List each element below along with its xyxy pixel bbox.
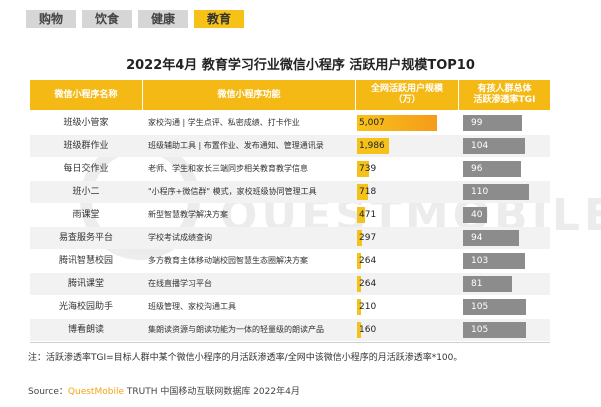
tgi-value: 105: [471, 325, 489, 335]
app-function: "小程序+微信群" 模式，家校班级协同管理工具: [148, 187, 317, 196]
app-name: 腾讯课堂: [67, 279, 104, 289]
users-bar: [357, 299, 361, 315]
users-bar: [357, 322, 361, 338]
users-bar: [357, 184, 369, 200]
tgi-value: 110: [471, 187, 489, 197]
app-name: 腾讯智慧校园: [58, 256, 113, 266]
table-bottom-divider: [30, 342, 550, 343]
users-bar: [357, 161, 369, 177]
app-function: 老师、学生和家长三端同步相关教育教学信息: [148, 164, 308, 173]
table-row: 腾讯智慧校园 多方教育主体移动端校园智慧生态圈解决方案: [30, 250, 550, 272]
header-name: 微信小程序名称: [30, 80, 142, 110]
source-brand: QuestMobile: [67, 387, 124, 397]
table-row: 易查服务平台 学校考试成绩查询: [30, 227, 550, 249]
tab-3[interactable]: 教育: [194, 10, 244, 28]
tab-0[interactable]: 购物: [26, 10, 76, 28]
app-function: 班级管理、家校沟通工具: [148, 302, 236, 311]
tgi-bar: [463, 115, 523, 131]
app-name: 每日交作业: [63, 164, 109, 174]
users-value: 160: [359, 325, 377, 335]
source-line: Source：QuestMobile TRUTH 中国移动互联网数据库 2022…: [28, 384, 300, 397]
tgi-value: 105: [471, 302, 489, 312]
users-value: 718: [359, 187, 377, 197]
tgi-value: 94: [471, 233, 483, 243]
app-name: 雨课堂: [72, 210, 100, 220]
tgi-bar: [463, 230, 520, 246]
category-tabs: 购物 饮食 健康 教育: [26, 10, 244, 28]
app-function: 学校考试成绩查询: [148, 233, 212, 242]
users-value: 5,007: [359, 118, 385, 128]
users-value: 264: [359, 279, 377, 289]
tgi-bar: [463, 184, 529, 200]
header-users: 全网活跃用户规模 （万）: [356, 80, 458, 110]
app-function: 集朗读资源与朗读功能为一体的轻量级的朗读产品: [148, 325, 324, 334]
chart-title: 2022年4月 教育学习行业微信小程序 活跃用户规模TOP10: [126, 58, 475, 73]
users-value: 210: [359, 302, 377, 312]
tgi-bar: [463, 276, 512, 292]
app-name: 班级小管家: [63, 118, 109, 128]
tab-2[interactable]: 健康: [138, 10, 188, 28]
app-name: 班级群作业: [63, 141, 109, 151]
users-value: 471: [359, 210, 377, 220]
users-value: 739: [359, 164, 377, 174]
users-value: 264: [359, 256, 377, 266]
tgi-value: 40: [471, 210, 483, 220]
header-func: 微信小程序功能: [143, 80, 355, 110]
users-bar: [357, 138, 389, 154]
users-bar: [357, 253, 362, 269]
tgi-value: 99: [471, 118, 483, 128]
footnote: 注：活跃渗透率TGI=目标人群中某个微信小程序的月活跃渗透率/全网中该微信小程序…: [28, 353, 463, 363]
tgi-value: 104: [471, 141, 489, 151]
tgi-bar: [463, 161, 521, 177]
users-bar: [357, 115, 437, 131]
table-row: 班级群作业 班级辅助工具 | 布置作业、发布通知、管理通讯录: [30, 135, 550, 157]
tgi-value: 96: [471, 164, 483, 174]
tgi-value: 81: [471, 279, 483, 289]
table-row: 每日交作业 老师、学生和家长三端同步相关教育教学信息: [30, 158, 550, 180]
tab-1[interactable]: 饮食: [82, 10, 132, 28]
app-function: 家校沟通 | 学生点评、私密成绩、打卡作业: [148, 118, 300, 127]
header-tgi: 有孩人群总体 活跃渗透率TGI: [459, 80, 550, 110]
app-name: 光海校园助手: [58, 302, 113, 312]
table-row: 班级小管家 家校沟通 | 学生点评、私密成绩、打卡作业: [30, 112, 550, 134]
users-value: 1,986: [359, 141, 385, 151]
app-function: 多方教育主体移动端校园智慧生态圈解决方案: [148, 256, 308, 265]
users-value: 297: [359, 233, 377, 243]
users-bar: [357, 230, 362, 246]
table-row: 光海校园助手 班级管理、家校沟通工具: [30, 296, 550, 318]
app-name: 易查服务平台: [58, 233, 113, 243]
table-row: 腾讯课堂 在线直播学习平台: [30, 273, 550, 295]
tgi-bar: [463, 253, 525, 269]
source-prefix: Source：: [28, 387, 68, 397]
table-row: 班小二 "小程序+微信群" 模式，家校班级协同管理工具: [30, 181, 550, 203]
tgi-bar: [463, 322, 526, 338]
app-function: 新型智慧教学解决方案: [148, 210, 228, 219]
tgi-bar: [463, 207, 487, 223]
source-suffix: TRUTH 中国移动互联网数据库 2022年4月: [124, 387, 300, 397]
app-function: 在线直播学习平台: [148, 279, 212, 288]
app-function: 班级辅助工具 | 布置作业、发布通知、管理通讯录: [148, 141, 324, 150]
tgi-value: 103: [471, 256, 489, 266]
users-bar: [357, 276, 362, 292]
app-name: 博看朗读: [67, 325, 104, 335]
table-row: 博看朗读 集朗读资源与朗读功能为一体的轻量级的朗读产品: [30, 319, 550, 341]
table-row: 雨课堂 新型智慧教学解决方案: [30, 204, 550, 226]
tgi-bar: [463, 138, 526, 154]
app-name: 班小二: [72, 187, 100, 197]
users-bar: [357, 207, 365, 223]
tgi-bar: [463, 299, 526, 315]
